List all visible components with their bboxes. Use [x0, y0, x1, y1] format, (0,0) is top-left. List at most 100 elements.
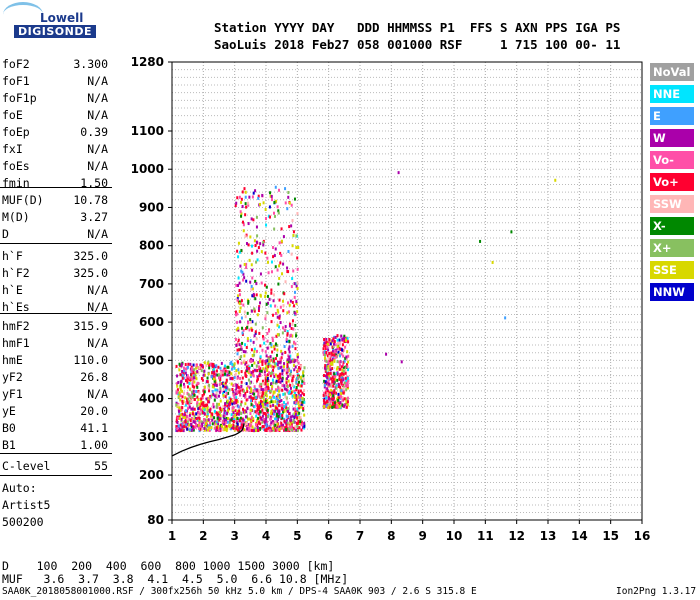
echo-point [231, 376, 234, 380]
echo-point [280, 227, 283, 231]
echo-point [344, 376, 347, 380]
echo-point [290, 415, 293, 419]
echo-point [276, 402, 279, 406]
echo-point [203, 411, 206, 415]
echo-point [338, 374, 341, 378]
param-row: C-level 55 [2, 459, 108, 473]
echo-point [294, 401, 297, 405]
echo-point [216, 412, 219, 416]
param-value: 325.0 [73, 266, 108, 280]
echo-point [273, 347, 276, 351]
echo-point [272, 359, 275, 363]
echo-point [242, 328, 245, 332]
echo-point [248, 328, 251, 332]
echo-point [285, 423, 288, 427]
echo-point [327, 371, 330, 375]
echo-point [237, 328, 240, 332]
echo-point [243, 310, 246, 314]
echo-point [278, 316, 281, 320]
echo-point [223, 407, 226, 411]
echo-point [237, 412, 240, 416]
echo-point [283, 387, 286, 391]
echo-point [344, 371, 347, 375]
param-name: foF1p [2, 91, 37, 105]
echo-point [346, 337, 349, 341]
echo-point [276, 407, 279, 411]
echo-point [211, 365, 214, 369]
echo-point [213, 398, 216, 402]
echo-point [293, 311, 296, 315]
echo-point [245, 233, 248, 237]
echo-point [178, 368, 181, 372]
echo-point [287, 379, 290, 383]
echo-point [234, 413, 237, 417]
echo-point [182, 415, 185, 419]
param-value: N/A [87, 387, 108, 401]
echo-point [303, 421, 306, 425]
echo-point [286, 359, 289, 363]
echo-point [281, 376, 284, 380]
echo-point [231, 406, 234, 410]
echo-point [257, 361, 260, 365]
echo-point [337, 396, 340, 400]
echo-point [225, 418, 228, 422]
echo-point [329, 391, 332, 395]
echo-point [175, 403, 178, 407]
echo-point [289, 354, 292, 358]
param-name: foE [2, 108, 23, 122]
echo-point [184, 403, 187, 407]
echo-point [300, 382, 303, 386]
echo-point [295, 334, 298, 338]
echo-point [302, 374, 305, 378]
echo-point [236, 376, 239, 380]
echo-point [284, 350, 287, 354]
echo-point [273, 254, 276, 258]
echo-point [268, 297, 271, 301]
echo-point [281, 388, 284, 392]
echo-point [290, 426, 293, 430]
echo-point [192, 412, 195, 416]
echo-point [219, 426, 222, 430]
echo-point [223, 369, 226, 373]
echo-point [242, 278, 245, 282]
echo-point [245, 279, 248, 283]
echo-point [228, 396, 231, 400]
echo-point [264, 251, 267, 255]
echo-point [195, 412, 198, 416]
echo-point [226, 399, 229, 403]
echo-point [219, 386, 222, 390]
param-row: B0 41.1 [2, 421, 108, 435]
echo-point [252, 340, 255, 344]
echo-point [189, 419, 192, 423]
param-value: 55 [94, 459, 108, 473]
echo-point [286, 390, 289, 394]
echo-point [328, 357, 331, 361]
echo-point [290, 421, 293, 425]
echo-point [225, 429, 228, 433]
param-name: M(D) [2, 210, 30, 224]
echo-point [343, 359, 346, 363]
echo-point [342, 369, 345, 373]
echo-point [222, 387, 225, 391]
echo-point [276, 425, 279, 429]
echo-point [296, 429, 299, 433]
echo-point [248, 369, 251, 373]
echo-point [302, 393, 305, 397]
echo-point [212, 383, 215, 387]
echo-point [343, 334, 346, 338]
echo-point [252, 429, 255, 433]
echo-point [197, 371, 200, 375]
echo-point [299, 401, 302, 405]
echo-point [219, 406, 222, 410]
echo-point [271, 419, 274, 423]
echo-point [242, 389, 245, 393]
echo-point [195, 364, 198, 368]
echo-point [279, 261, 282, 265]
y-tick-label: 600 [139, 315, 164, 329]
echo-point [291, 319, 294, 323]
echo-point [272, 293, 275, 297]
echo-point [183, 420, 186, 424]
echo-point [225, 391, 228, 395]
echo-point [233, 425, 236, 429]
echo-point [269, 364, 272, 368]
